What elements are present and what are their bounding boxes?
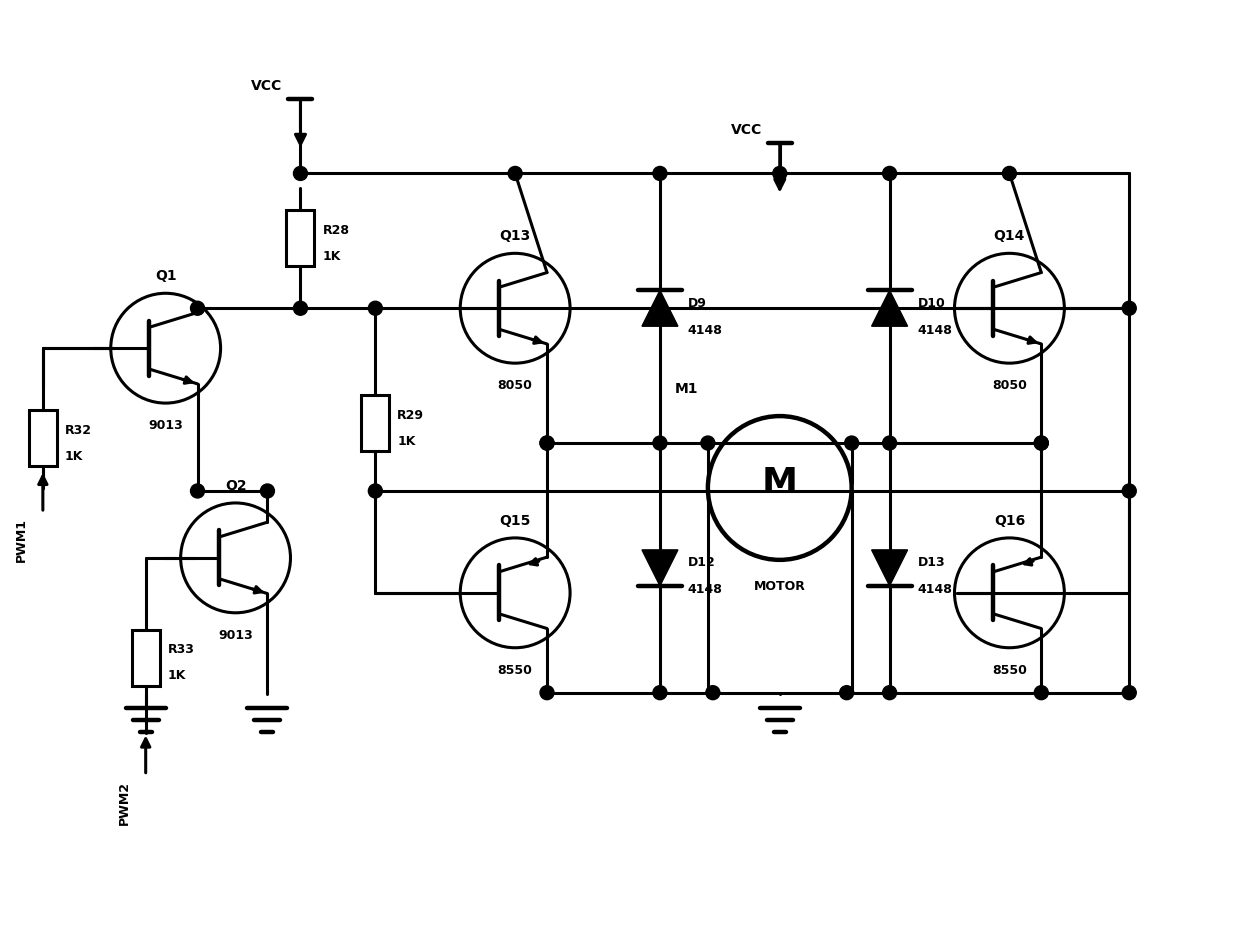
Text: 4148: 4148 <box>918 323 952 337</box>
Text: D13: D13 <box>918 556 945 570</box>
Polygon shape <box>872 290 908 326</box>
Text: Q14: Q14 <box>993 229 1025 243</box>
Circle shape <box>883 436 897 450</box>
Text: VCC: VCC <box>730 124 761 138</box>
Circle shape <box>508 167 522 180</box>
Circle shape <box>773 167 786 180</box>
Text: M1: M1 <box>675 382 698 396</box>
Text: 1K: 1K <box>322 250 341 263</box>
Circle shape <box>368 301 382 315</box>
Circle shape <box>191 484 205 498</box>
Text: M: M <box>761 466 797 500</box>
Circle shape <box>839 686 853 700</box>
Text: R32: R32 <box>64 423 92 437</box>
Circle shape <box>653 686 667 700</box>
Text: 8050: 8050 <box>497 379 533 392</box>
Circle shape <box>706 686 720 700</box>
Circle shape <box>1002 167 1017 180</box>
Text: 1K: 1K <box>167 670 186 682</box>
Polygon shape <box>642 290 678 326</box>
Text: MOTOR: MOTOR <box>754 580 806 593</box>
Circle shape <box>653 167 667 180</box>
Text: 9013: 9013 <box>218 629 253 642</box>
Bar <box>286 210 315 266</box>
Circle shape <box>1122 301 1136 315</box>
Text: Q13: Q13 <box>500 229 531 243</box>
Circle shape <box>539 436 554 450</box>
Circle shape <box>1034 436 1048 450</box>
Circle shape <box>191 301 205 315</box>
Text: Q16: Q16 <box>993 514 1025 528</box>
Circle shape <box>701 436 715 450</box>
Circle shape <box>1034 686 1048 700</box>
Circle shape <box>844 436 858 450</box>
Circle shape <box>294 167 308 180</box>
Text: 4148: 4148 <box>688 584 723 596</box>
Bar <box>29 410 57 466</box>
Text: Q1: Q1 <box>155 270 176 283</box>
Text: VCC: VCC <box>252 78 283 92</box>
Text: D12: D12 <box>688 556 715 570</box>
Text: 8050: 8050 <box>992 379 1027 392</box>
Circle shape <box>653 436 667 450</box>
Text: 1K: 1K <box>64 450 83 462</box>
Text: PWM2: PWM2 <box>118 781 130 824</box>
Text: D9: D9 <box>688 297 707 309</box>
Circle shape <box>294 301 308 315</box>
Circle shape <box>368 484 382 498</box>
Text: Q2: Q2 <box>224 479 247 493</box>
Text: 4148: 4148 <box>918 584 952 596</box>
Circle shape <box>539 436 554 450</box>
Text: D10: D10 <box>918 297 945 309</box>
Text: 4148: 4148 <box>688 323 723 337</box>
Polygon shape <box>872 550 908 586</box>
Text: R28: R28 <box>322 223 350 237</box>
Text: 9013: 9013 <box>149 419 184 432</box>
Circle shape <box>1122 484 1136 498</box>
Text: Q15: Q15 <box>500 514 531 528</box>
Text: R33: R33 <box>167 643 195 656</box>
Text: PWM1: PWM1 <box>15 518 27 562</box>
Bar <box>361 395 389 451</box>
Circle shape <box>883 167 897 180</box>
Circle shape <box>1034 436 1048 450</box>
Text: 1K: 1K <box>397 435 415 448</box>
Bar <box>131 630 160 686</box>
Circle shape <box>539 686 554 700</box>
Polygon shape <box>642 550 678 586</box>
Text: R29: R29 <box>397 408 424 422</box>
Circle shape <box>260 484 274 498</box>
Circle shape <box>883 686 897 700</box>
Text: 8550: 8550 <box>497 664 533 677</box>
Text: 8550: 8550 <box>992 664 1027 677</box>
Circle shape <box>1122 686 1136 700</box>
